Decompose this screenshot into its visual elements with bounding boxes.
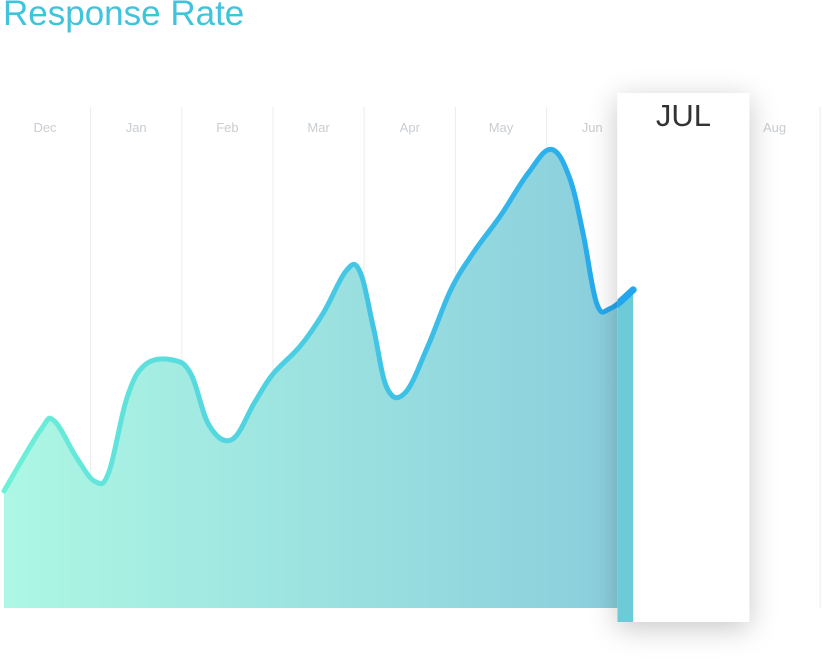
highlight-header — [617, 93, 750, 622]
response-line — [1, 146, 636, 494]
highlight-area — [617, 289, 634, 622]
highlight-month-label: JUL — [656, 98, 711, 133]
month-label-may: May — [489, 120, 514, 135]
month-label-dec: Dec — [33, 120, 57, 135]
month-label-mar: Mar — [307, 120, 330, 135]
month-label-feb: Feb — [216, 120, 238, 135]
month-label-jun: Jun — [582, 120, 603, 135]
month-label-jan: Jan — [126, 120, 147, 135]
chart-title: Response Rate — [3, 0, 245, 33]
month-label-apr: Apr — [400, 120, 421, 135]
month-label-aug: Aug — [763, 120, 786, 135]
response-area — [4, 149, 634, 608]
highlight-month-jul: JUL — [617, 93, 750, 622]
